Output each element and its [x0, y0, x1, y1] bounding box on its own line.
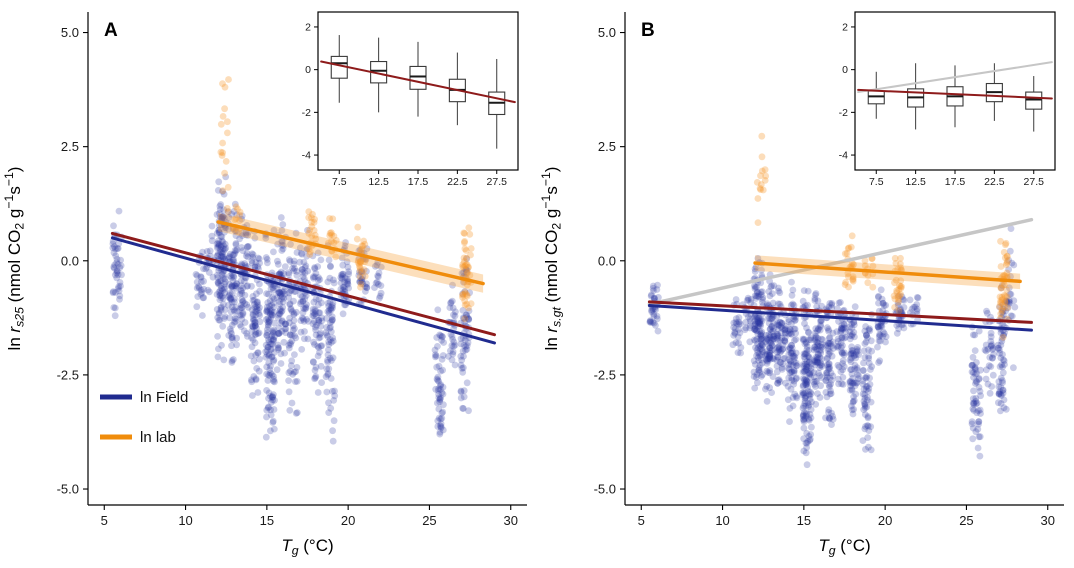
y-tick-label: 5.0: [598, 25, 616, 40]
inset-y-tick-label: -4: [839, 150, 848, 162]
inset-y-tick-label: 0: [842, 64, 848, 76]
y-tick-label: 2.5: [61, 139, 79, 154]
inset-y-tick-label: 2: [842, 21, 848, 33]
scatter-field: [109, 173, 473, 445]
y-tick-label: -2.5: [594, 367, 616, 382]
overall-trend: [110, 231, 496, 337]
inset-x-tick-label: 17.5: [945, 176, 966, 188]
inset-gt-trend: [857, 61, 1053, 94]
x-axis-title: Tg (°C): [818, 536, 870, 557]
inset-overall-trend: [320, 60, 516, 104]
inset-x-tick-label: 17.5: [408, 176, 429, 188]
inset-x-tick-label: 27.5: [487, 176, 508, 188]
inset-x-tick-label: 22.5: [984, 176, 1005, 188]
x-tick-label: 5: [101, 513, 108, 528]
inset-y-tick-label: 0: [305, 64, 311, 76]
inset-y-tick-label: -4: [302, 150, 311, 162]
inset-x-tick-label: 7.5: [332, 176, 347, 188]
y-tick-label: 5.0: [61, 25, 79, 40]
inset-y-tick-label: -2: [302, 107, 311, 119]
x-tick-label: 15: [260, 513, 274, 528]
legend-swatch: [100, 434, 132, 440]
legend-swatch: [100, 394, 132, 400]
x-tick-label: 20: [878, 513, 892, 528]
y-tick-label: -5.0: [57, 482, 79, 497]
gt-trend: [647, 217, 1034, 306]
scatter-field: [646, 225, 1019, 469]
lab-trend: [753, 261, 1022, 284]
x-tick-label: 25: [959, 513, 973, 528]
x-tick-label: 30: [1041, 513, 1055, 528]
y-tick-label: -5.0: [594, 482, 616, 497]
inset-box: [867, 90, 885, 105]
y-tick-label: -2.5: [57, 367, 79, 382]
scatter-lab: [753, 132, 1011, 341]
legend-label: ln Field: [140, 389, 188, 406]
y-tick-label: 0.0: [598, 253, 616, 268]
x-tick-label: 10: [715, 513, 729, 528]
x-tick-label: 15: [797, 513, 811, 528]
field-trend: [110, 236, 496, 345]
x-tick-label: 10: [178, 513, 192, 528]
inset-boxplot: 7.5 12.5 17.5 22.5 27.5 2 0 -2 -4: [839, 11, 1056, 188]
inset-y-tick-label: 2: [305, 21, 311, 33]
inset-box: [1025, 91, 1043, 110]
y-tick-label: 0.0: [61, 253, 79, 268]
panel-a-chart: 5 10 15 20 25 30-5.0-2.50.02.55.0Tg (°C)ln rs…: [2, 11, 527, 557]
x-tick-label: 25: [422, 513, 436, 528]
inset-y-tick-label: -2: [839, 107, 848, 119]
inset-x-tick-label: 12.5: [368, 176, 389, 188]
inset-x-tick-label: 27.5: [1024, 176, 1045, 188]
inset-boxplot: 7.5 12.5 17.5 22.5 27.5 2 0 -2 -4: [302, 11, 519, 188]
inset-overall-trend: [857, 88, 1053, 100]
y-tick-label: 2.5: [598, 139, 616, 154]
x-axis-title: Tg (°C): [281, 536, 333, 557]
lab-trend: [216, 220, 485, 286]
inset-x-tick-label: 12.5: [905, 176, 926, 188]
x-tick-label: 30: [504, 513, 518, 528]
panel-a-label: A: [104, 20, 118, 41]
panel-b-label: B: [641, 20, 655, 41]
inset-x-tick-label: 22.5: [447, 176, 468, 188]
x-tick-label: 20: [341, 513, 355, 528]
overall-trend: [647, 300, 1033, 324]
y-axis-title: ln rs.gt (nmol CO2 g−1s−1): [539, 167, 563, 351]
x-tick-label: 5: [638, 513, 645, 528]
inset-box: [409, 65, 427, 90]
legend-label: ln lab: [140, 429, 176, 446]
panel-b-chart: 5 10 15 20 25 30-5.0-2.50.02.55.0Tg (°C)ln rs…: [539, 11, 1064, 557]
y-axis-title: ln rs25 (nmol CO2 g−1s−1): [2, 167, 26, 351]
inset-x-tick-label: 7.5: [869, 176, 884, 188]
field-trend: [647, 304, 1033, 332]
